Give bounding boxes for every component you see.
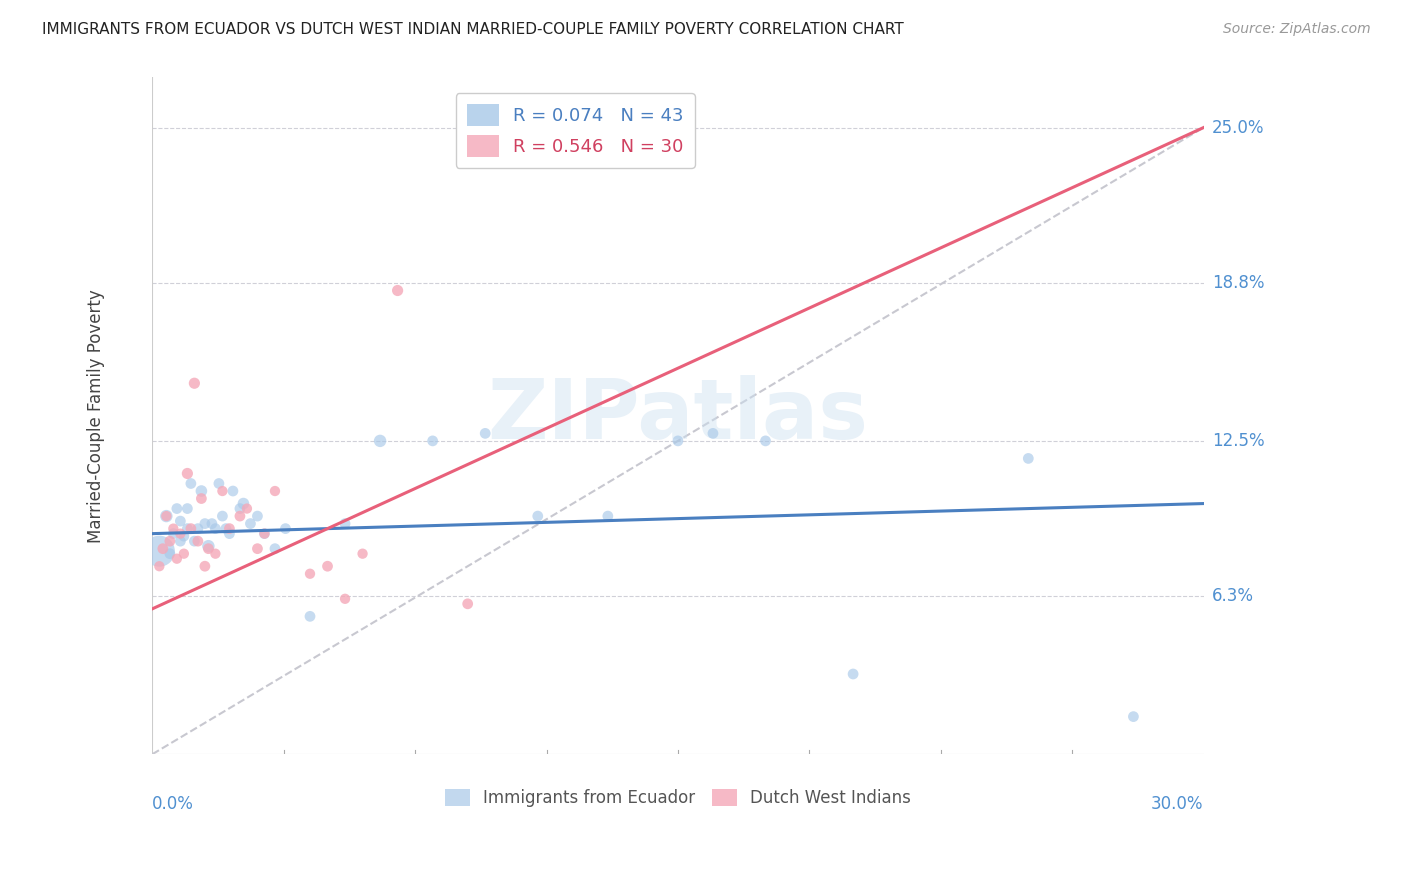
Point [148,559,170,574]
Point [333,516,356,531]
Point [208,476,231,491]
Point [190,483,212,498]
Point [1017,451,1039,466]
Point [298,566,321,581]
Point [155,509,177,524]
Point [246,541,269,556]
Point [222,483,245,498]
Point [457,597,479,611]
Point [159,547,181,561]
Point [166,501,188,516]
Point [264,483,287,498]
Point [159,534,181,549]
Point [253,526,276,541]
Point [176,522,198,536]
Point [842,667,865,681]
Point [162,522,184,536]
Point [152,541,174,556]
Point [173,547,195,561]
Text: 0.0%: 0.0% [152,795,194,813]
Point [526,509,548,524]
Point [148,544,170,558]
Point [333,591,356,606]
Point [422,434,444,448]
Point [253,526,276,541]
Point [702,426,724,441]
Point [187,534,209,549]
Text: 25.0%: 25.0% [1212,119,1264,136]
Point [274,522,297,536]
Point [352,547,374,561]
Point [298,609,321,624]
Point [246,509,269,524]
Point [166,551,188,566]
Point [204,547,226,561]
Point [201,516,224,531]
Point [183,376,205,391]
Text: 12.5%: 12.5% [1212,432,1264,450]
Point [264,541,287,556]
Point [155,509,177,524]
Point [173,529,195,543]
Point [194,559,217,574]
Text: Source: ZipAtlas.com: Source: ZipAtlas.com [1223,22,1371,37]
Point [596,133,619,147]
Point [387,284,409,298]
Point [169,514,191,528]
Point [236,501,259,516]
Point [316,559,339,574]
Point [187,522,209,536]
Point [229,501,252,516]
Point [180,522,202,536]
Text: 6.3%: 6.3% [1212,587,1254,606]
Point [197,539,219,553]
Text: ZIPatlas: ZIPatlas [488,376,869,457]
Point [183,534,205,549]
Point [232,497,254,511]
Point [169,526,191,541]
Point [474,426,496,441]
Legend: Immigrants from Ecuador, Dutch West Indians: Immigrants from Ecuador, Dutch West Indi… [439,782,918,814]
Point [211,509,233,524]
Point [176,501,198,516]
Point [194,516,217,531]
Text: IMMIGRANTS FROM ECUADOR VS DUTCH WEST INDIAN MARRIED-COUPLE FAMILY POVERTY CORRE: IMMIGRANTS FROM ECUADOR VS DUTCH WEST IN… [42,22,904,37]
Point [162,526,184,541]
Point [169,534,191,549]
Point [596,509,619,524]
Point [218,526,240,541]
Text: 18.8%: 18.8% [1212,274,1264,292]
Point [229,509,252,524]
Point [218,522,240,536]
Point [211,483,233,498]
Point [368,434,391,448]
Point [1122,709,1144,723]
Point [197,541,219,556]
Point [666,434,689,448]
Point [239,516,262,531]
Text: Married-Couple Family Poverty: Married-Couple Family Poverty [87,289,105,542]
Point [176,467,198,481]
Point [754,434,776,448]
Text: 30.0%: 30.0% [1152,795,1204,813]
Point [180,476,202,491]
Point [215,522,238,536]
Point [204,522,226,536]
Point [190,491,212,506]
